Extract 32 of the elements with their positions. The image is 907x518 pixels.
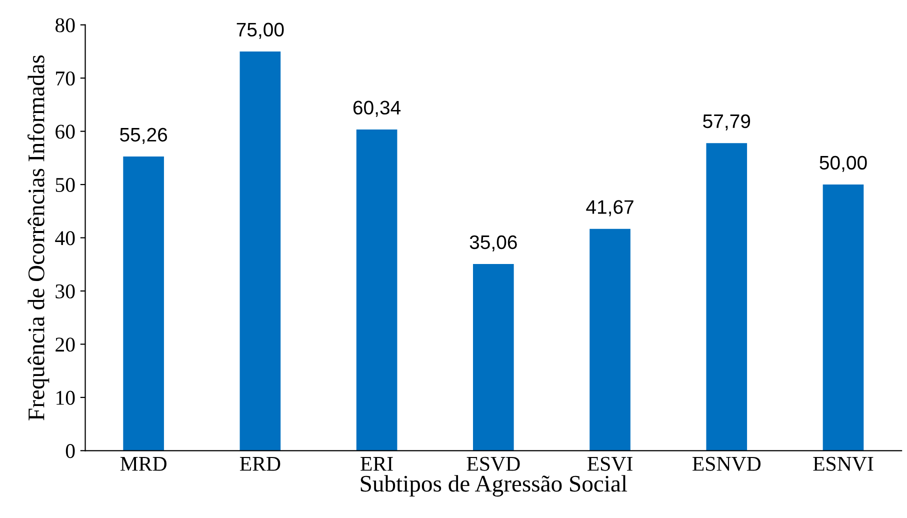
- data-label: 57,79: [703, 114, 750, 130]
- bar: [356, 130, 398, 451]
- bar: [590, 228, 630, 451]
- x-tick-label: ESVI: [587, 456, 632, 471]
- data-label: 41,67: [586, 200, 634, 216]
- bar: [473, 264, 514, 451]
- data-label: 35,06: [470, 235, 517, 252]
- y-tick-label: 10: [56, 390, 75, 405]
- data-label: 75,00: [236, 22, 284, 39]
- y-tick-label: 40: [55, 231, 75, 246]
- y-tick-label: 20: [56, 338, 75, 352]
- y-tick-label: 0: [66, 444, 75, 458]
- data-label: 55,26: [120, 128, 168, 144]
- data-label: 50,00: [820, 156, 867, 172]
- y-tick-label: 30: [56, 284, 75, 298]
- x-axis-title: Subtipos de Agressão Social: [360, 475, 628, 497]
- y-tick-label: 50: [56, 178, 75, 192]
- x-tick-label: ESVD: [466, 456, 520, 471]
- bar: [123, 156, 164, 451]
- bar: [822, 184, 864, 451]
- x-tick-label: MRD: [120, 457, 166, 471]
- x-tick-label: ESNVI: [813, 456, 874, 471]
- bar: [706, 143, 748, 451]
- y-tick-label: 80: [55, 18, 75, 32]
- y-axis-title: Frequência de Ocorrências Informadas: [27, 55, 50, 420]
- x-tick-label: ERD: [240, 457, 280, 471]
- y-tick-label: 70: [56, 71, 75, 86]
- x-tick-label: ESNVD: [692, 456, 761, 471]
- data-label: 60,34: [353, 100, 401, 117]
- y-tick-label: 60: [56, 124, 75, 139]
- bar: [240, 51, 281, 451]
- x-tick-label: ERI: [360, 457, 393, 471]
